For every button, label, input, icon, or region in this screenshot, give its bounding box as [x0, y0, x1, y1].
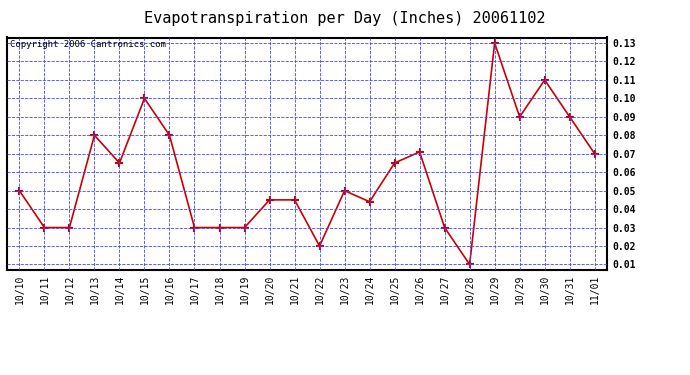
Text: Evapotranspiration per Day (Inches) 20061102: Evapotranspiration per Day (Inches) 2006…: [144, 11, 546, 26]
Text: Copyright 2006 Cantronics.com: Copyright 2006 Cantronics.com: [10, 40, 166, 49]
